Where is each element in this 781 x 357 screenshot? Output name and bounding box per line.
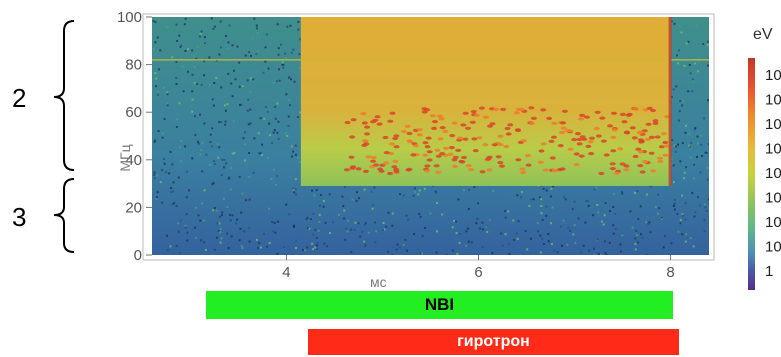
colorbar-label: 10: [765, 141, 781, 158]
colorbar-labels: 10 10 10 10 10 10 10 10 1: [765, 67, 781, 280]
x-axis-ticks: 4 6 8: [282, 255, 675, 281]
colorbar-label: 10: [765, 190, 781, 207]
region-bracket-2: [53, 20, 75, 171]
heatmap-layer: [152, 17, 709, 255]
region-label-2: 2: [12, 83, 26, 113]
region-label-3: 3: [12, 202, 26, 232]
y-tick-label: 80: [125, 57, 142, 74]
colorbar-label: 10: [765, 239, 781, 256]
y-tick-label: 40: [125, 152, 142, 169]
x-tick-label: 8: [666, 264, 674, 281]
nbi-timeline-bar: NBI: [206, 291, 673, 319]
x-tick-label: 4: [282, 264, 290, 281]
nbi-label: NBI: [424, 295, 455, 314]
y-axis-label: МГц: [117, 144, 133, 171]
colorbar-label: 10: [765, 116, 781, 133]
colorbar: [748, 58, 755, 290]
x-axis-label: мс: [370, 274, 387, 290]
colorbar-title: eV: [753, 26, 773, 43]
colorbar-label: 10: [765, 214, 781, 231]
active-window-edge: [668, 17, 672, 186]
y-tick-label: 60: [125, 104, 142, 121]
colorbar-label: 10: [765, 165, 781, 182]
region-bracket-3: [53, 178, 75, 253]
colorbar-label: 10: [765, 92, 781, 109]
gyrotron-label: гиротрон: [457, 333, 530, 350]
y-tick-label: 100: [117, 9, 142, 26]
gyrotron-timeline-bar: гиротрон: [308, 329, 679, 355]
y-tick-label: 0: [134, 247, 142, 264]
colorbar-label: 10: [765, 67, 781, 84]
active-window-region: [300, 17, 671, 186]
colorbar-label: 1: [765, 263, 773, 280]
y-axis-ticks: 0 20 40 60 80 100: [117, 9, 152, 264]
y-tick-label: 20: [125, 199, 142, 216]
x-tick-label: 6: [474, 264, 482, 281]
